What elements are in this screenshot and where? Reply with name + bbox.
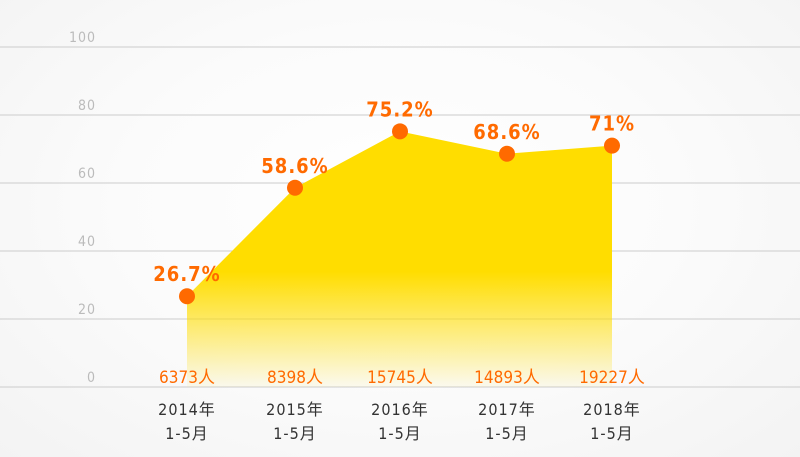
y-tick-label: 0 [87,370,96,386]
x-tick-label-year: 2018年 [583,400,641,419]
count-label: 6373人 [159,368,215,388]
x-tick-label-period: 1-5月 [378,424,422,443]
x-tick-label-year: 2016年 [371,400,429,419]
data-point [287,179,303,196]
area-fill [187,131,612,387]
x-tick-label-year: 2014年 [158,400,216,419]
data-point [604,137,620,154]
value-label: 75.2% [366,97,433,121]
y-tick-label: 60 [78,166,96,182]
x-tick-label-year: 2017年 [478,400,536,419]
value-label: 71% [589,112,635,136]
x-tick-label-period: 1-5月 [273,424,317,443]
y-tick-label: 80 [78,98,96,114]
data-point [499,145,515,162]
value-label: 68.6% [473,120,540,144]
x-tick-label-period: 1-5月 [590,424,634,443]
data-point [179,288,195,305]
x-tick-label-period: 1-5月 [485,424,529,443]
y-tick-label: 20 [78,302,96,318]
y-tick-label: 100 [69,30,96,46]
x-tick-label-period: 1-5月 [165,424,209,443]
count-label: 15745人 [367,368,433,388]
x-tick-label-year: 2015年 [266,400,324,419]
count-label: 8398人 [267,368,323,388]
count-label: 14893人 [474,368,540,388]
count-label: 19227人 [579,368,645,388]
data-point [392,123,408,140]
y-tick-label: 40 [78,234,96,250]
value-label: 26.7% [153,262,220,286]
value-label: 58.6% [261,154,328,178]
